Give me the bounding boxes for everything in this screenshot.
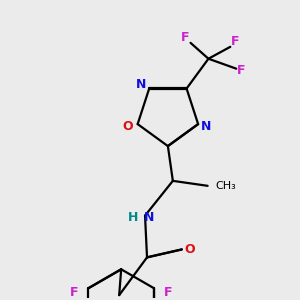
Text: H: H <box>128 211 138 224</box>
Text: O: O <box>184 243 195 256</box>
Text: CH₃: CH₃ <box>216 181 236 191</box>
Text: N: N <box>136 78 146 91</box>
Text: N: N <box>201 120 211 133</box>
Text: F: F <box>237 64 245 77</box>
Text: F: F <box>181 32 190 44</box>
Text: F: F <box>231 35 239 48</box>
Text: F: F <box>70 286 79 299</box>
Text: O: O <box>122 120 133 133</box>
Text: F: F <box>164 286 172 299</box>
Text: N: N <box>144 211 154 224</box>
